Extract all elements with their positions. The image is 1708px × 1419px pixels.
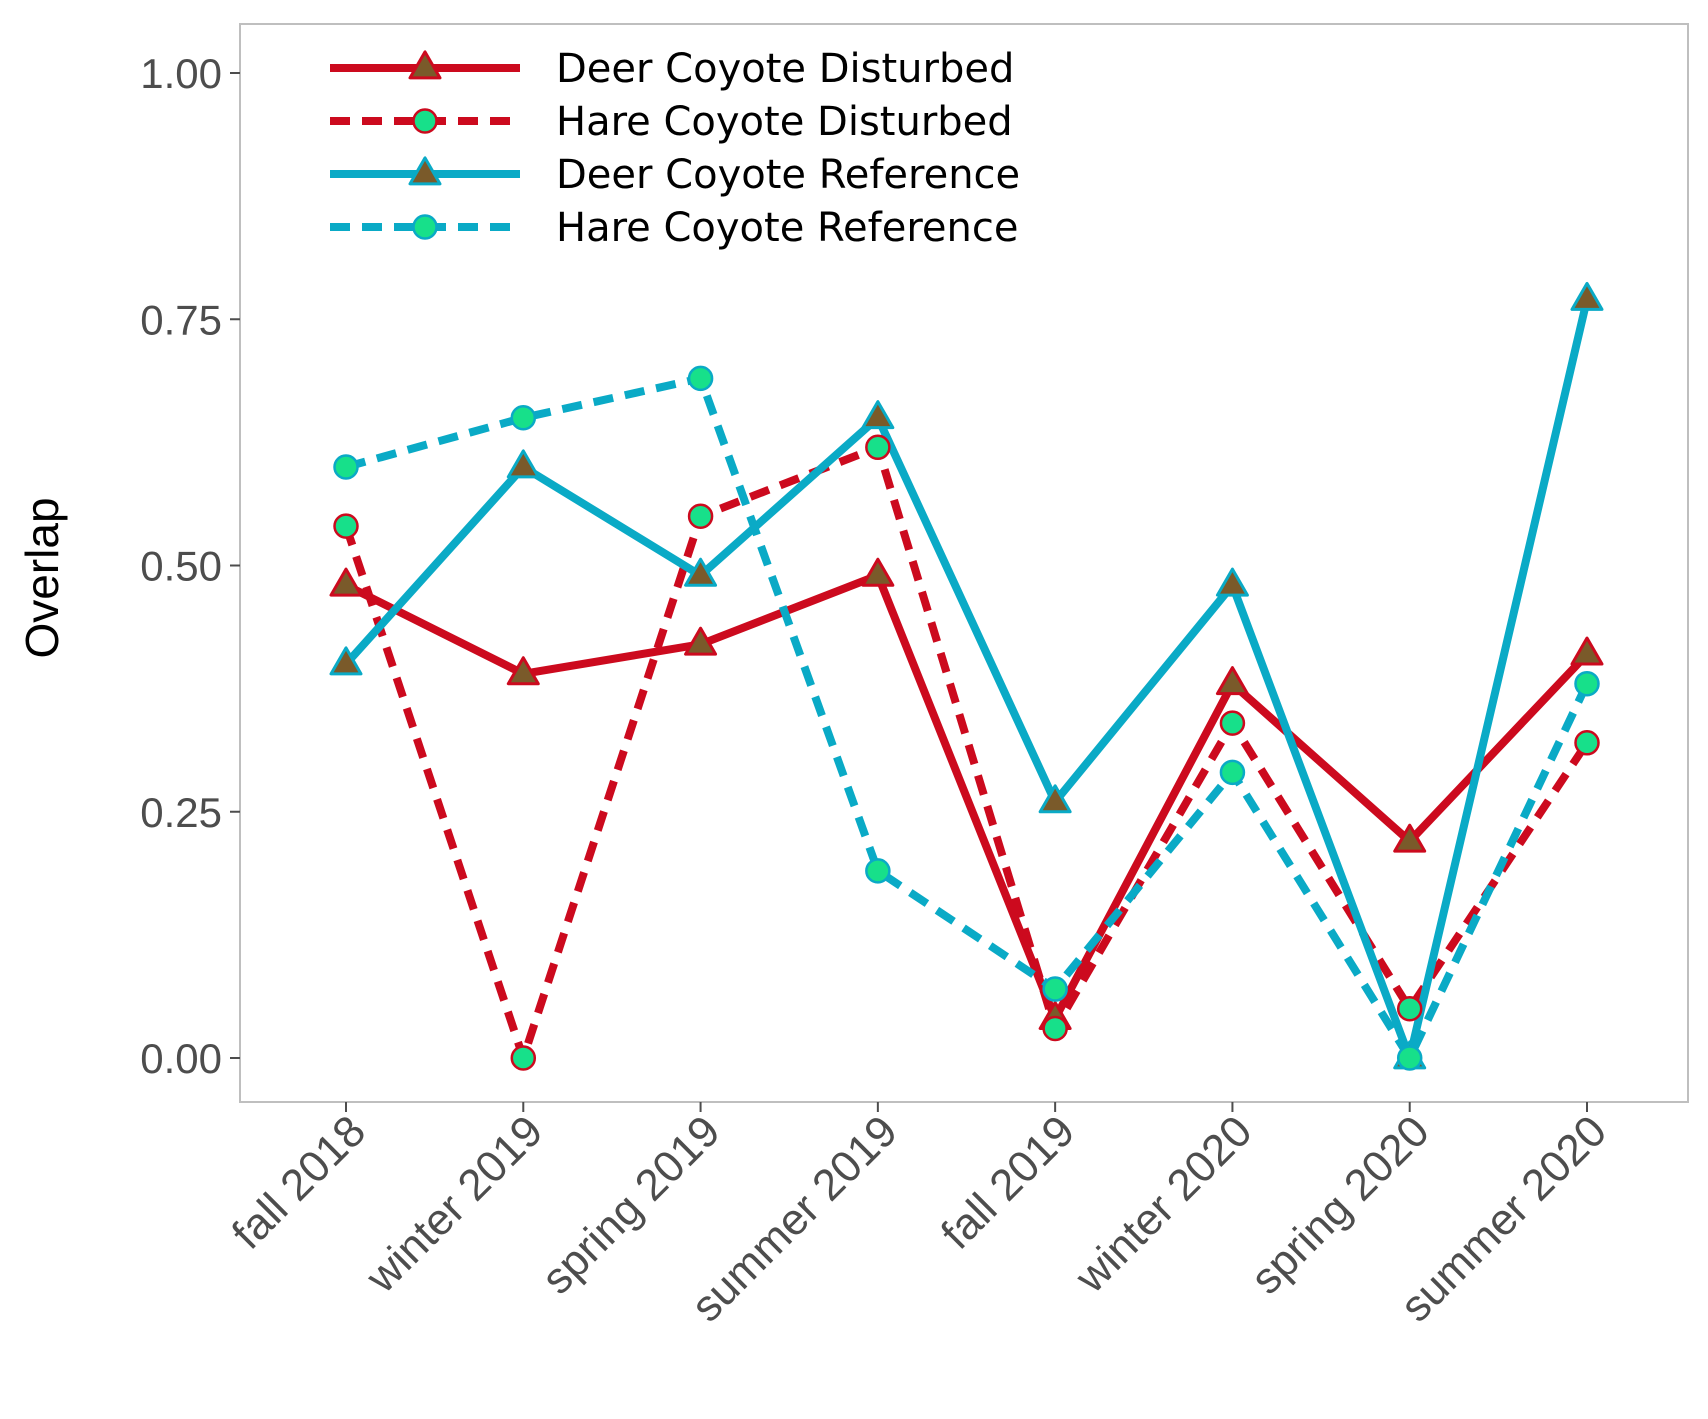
y-tick-label: 0.25 [140,789,222,836]
series-3-point-4 [861,400,895,430]
legend-label-3: Deer Coyote Reference [556,152,1020,198]
series-3-point-3 [684,557,718,587]
series-2-point-7 [1396,996,1423,1022]
series-3-point-6 [1215,567,1249,597]
series-2-point-2 [510,1045,537,1071]
y-tick-label: 1.00 [140,50,222,97]
series-4-point-8 [1574,670,1600,697]
x-tick-label: winter 2019 [356,1106,552,1302]
series-1-point-7 [1393,823,1427,853]
series-4-point-1 [333,454,359,480]
series-line-3 [342,295,1591,1062]
series-3-point-8 [1570,281,1604,311]
series-4-point-6 [1219,759,1246,786]
y-tick-label: 0.50 [140,543,222,590]
legend-label-1: Deer Coyote Disturbed [556,46,1014,92]
legend-label-2: Hare Coyote Disturbed [556,99,1013,145]
series-2-point-1 [333,513,359,539]
x-tick-label: spring 2019 [532,1106,729,1303]
y-tick-label: 0.00 [140,1035,222,1082]
legend-key-marker-1 [408,50,442,80]
x-tick-label: fall 2018 [223,1106,375,1258]
series-4-point-5 [1042,976,1068,1002]
legend-key-marker-4 [412,214,438,240]
legend: Deer Coyote Disturbed Hare Coyote Disturb… [330,46,1020,251]
series-1-point-2 [506,656,540,686]
series-2-point-8 [1574,730,1600,756]
series-2-point-3 [687,503,714,529]
series-3-point-1 [329,646,363,676]
legend-key-marker-3 [408,156,442,186]
series-2-point-6 [1219,710,1246,736]
series-1-point-8 [1570,636,1604,666]
series-line-1 [342,571,1591,1023]
series-4-point-4 [865,858,891,884]
series-4-point-3 [687,365,714,392]
series-4-point-2 [510,405,537,431]
y-axis-title: Overlap [16,497,68,658]
series-lines [342,295,1591,1062]
y-axis: 0.00 0.25 0.50 0.75 1.00 [140,50,240,1082]
series-markers [329,281,1604,1071]
series-4-point-7 [1396,1045,1423,1071]
legend-label-4: Hare Coyote Reference [556,205,1018,251]
series-line-2 [342,443,1591,1062]
panel-border [239,23,1689,1103]
x-tick-label: winter 2020 [1065,1106,1261,1302]
series-1-point-3 [684,626,718,656]
series-2-point-5 [1042,1015,1068,1042]
x-tick-label: fall 2019 [932,1106,1084,1258]
series-line-4 [344,374,1591,1062]
x-tick-label: spring 2020 [1242,1106,1439,1303]
series-1-point-6 [1215,666,1249,696]
y-tick-label: 0.75 [140,296,222,343]
series-3-point-5 [1038,784,1072,814]
series-3-point-2 [506,449,540,479]
series-1-point-1 [329,567,363,597]
legend-key-marker-2 [412,108,438,134]
series-2-point-4 [865,434,891,461]
series-1-point-4 [861,557,895,587]
